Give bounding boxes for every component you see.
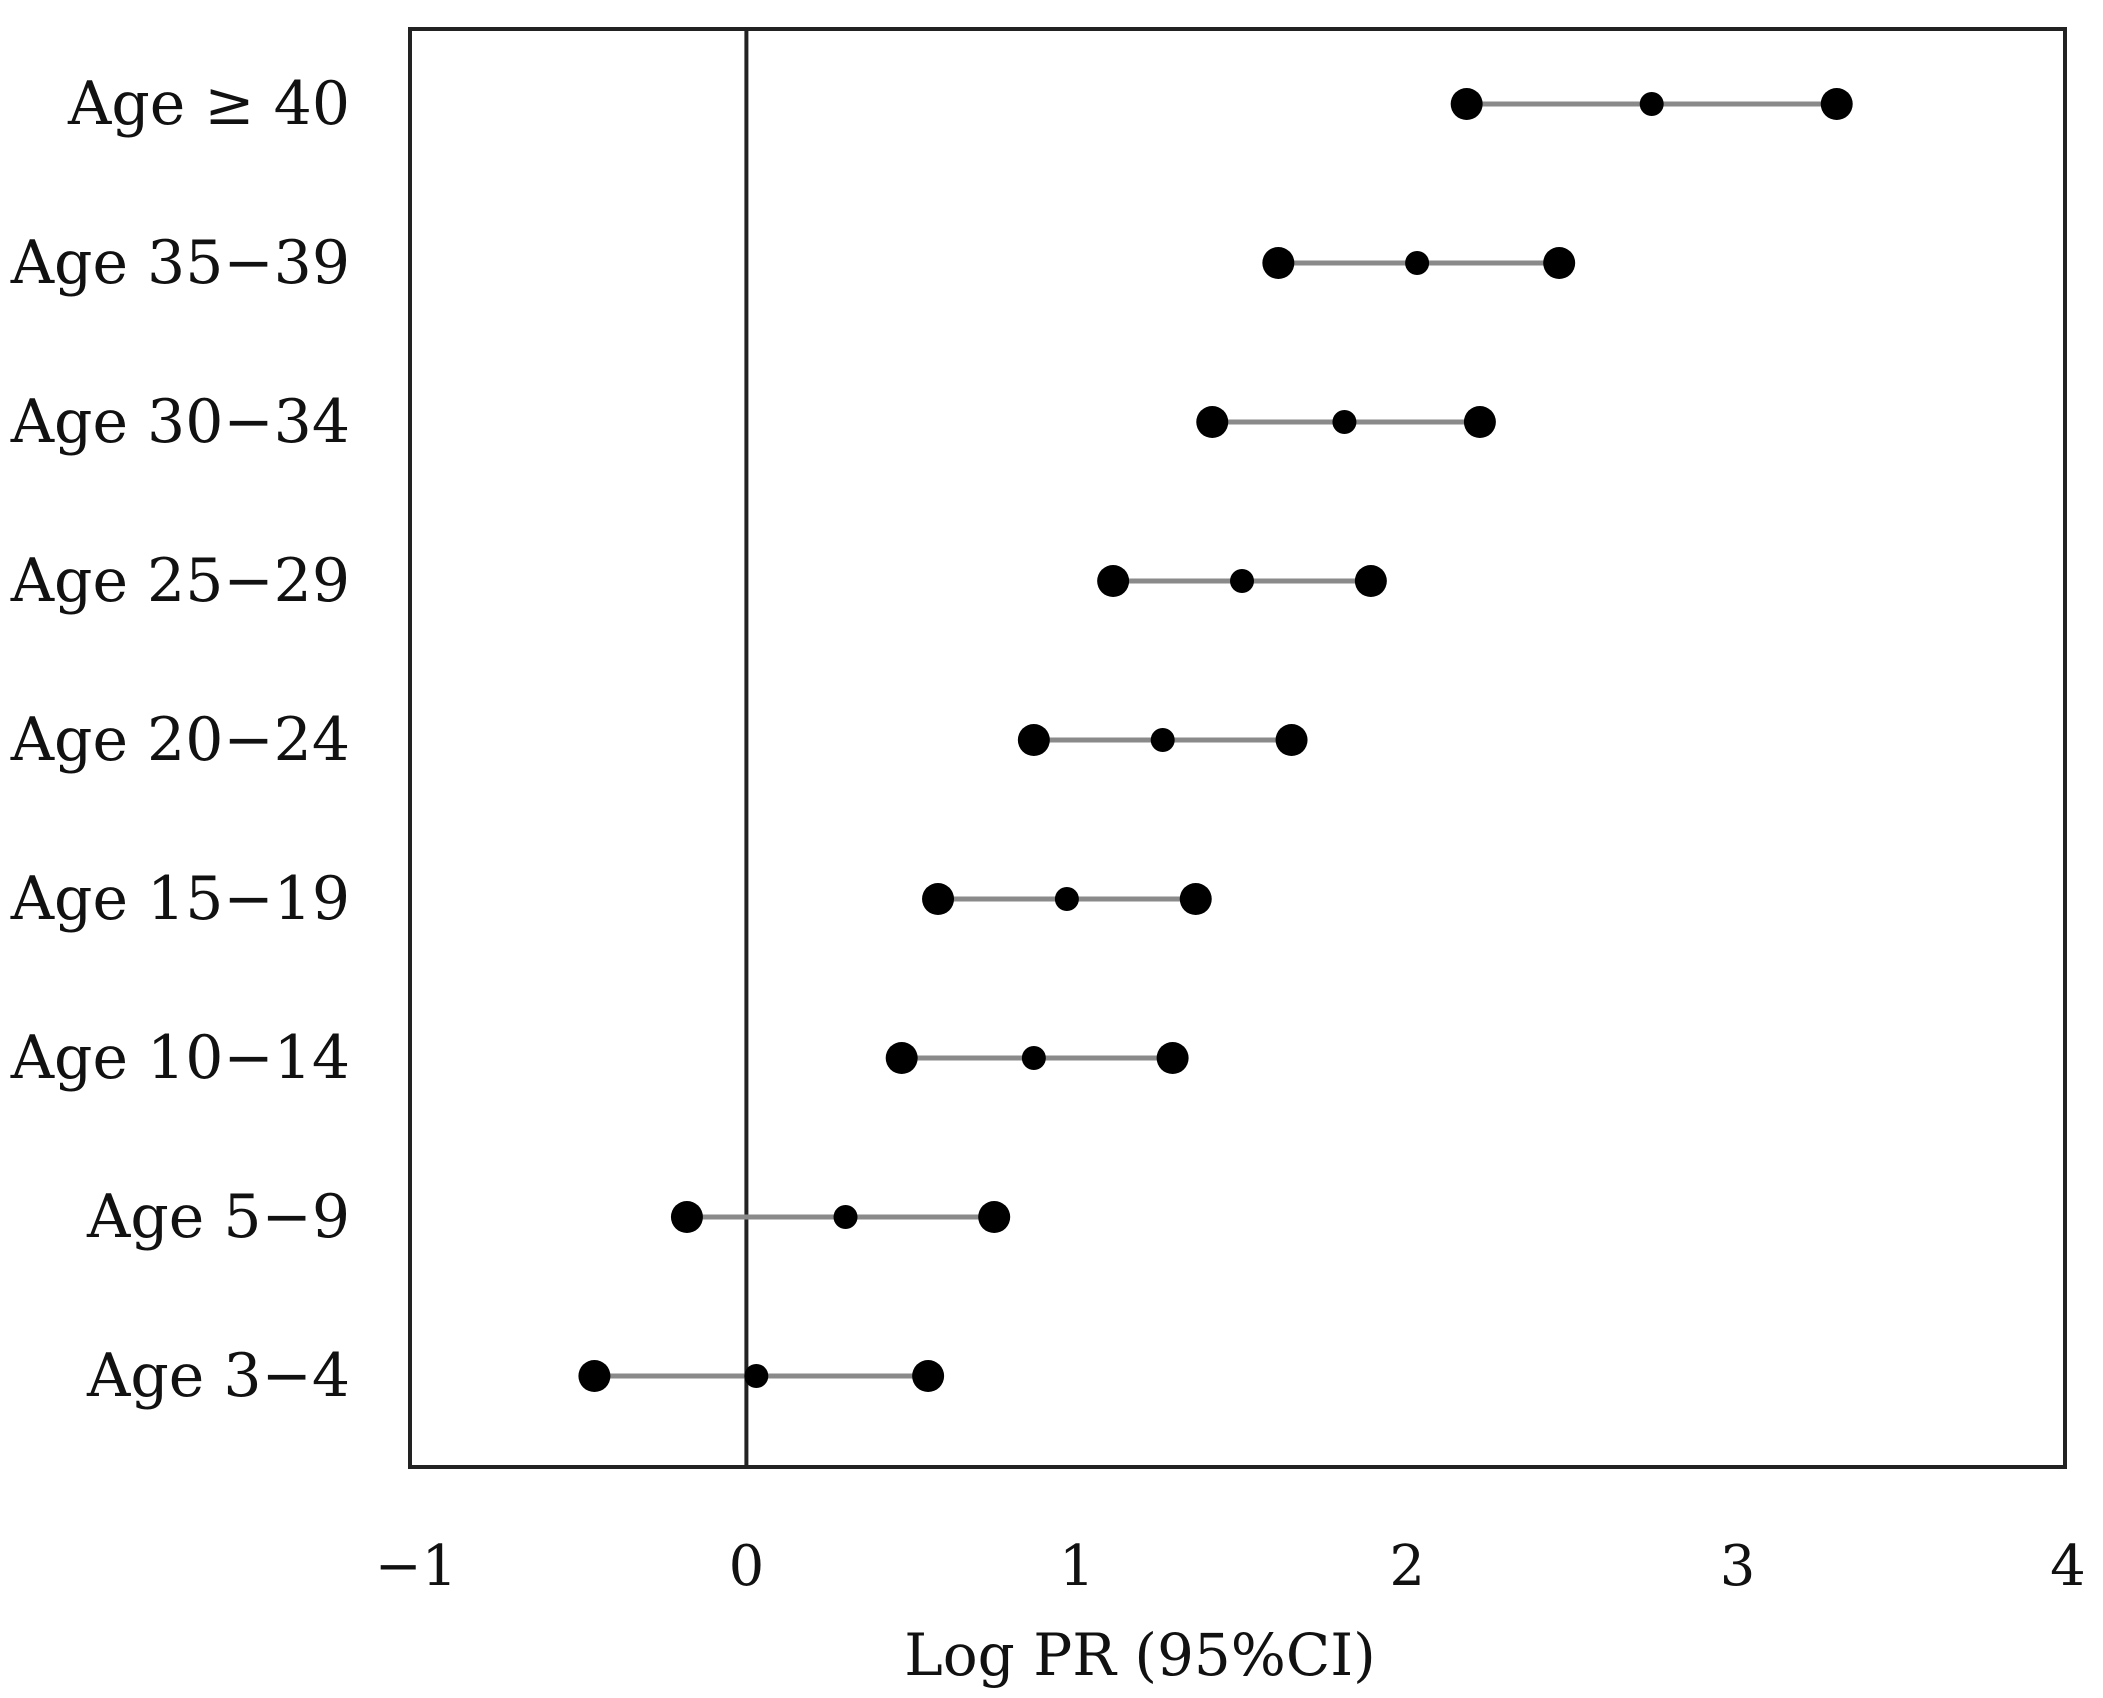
x-axis-ticks: −1 0 1 2 3 4 [375, 1534, 2086, 1599]
forest-row: Age 20−24 [10, 705, 1308, 775]
ci-lower-point [1450, 88, 1483, 120]
ci-upper-point [1820, 88, 1853, 120]
ci-lower-point [1196, 406, 1229, 438]
ci-lower-point [922, 883, 955, 915]
estimate-point [744, 1364, 769, 1388]
ci-upper-point [1179, 883, 1212, 915]
ci-upper-point [1354, 565, 1387, 597]
estimate-point [1332, 410, 1357, 434]
x-tick-label: 4 [2050, 1534, 2086, 1599]
row-label: Age 30−34 [10, 387, 350, 457]
estimate-point [1054, 887, 1079, 911]
x-tick-label: −1 [375, 1534, 458, 1599]
forest-row: Age 25−29 [10, 546, 1387, 616]
plot-frame [408, 27, 2067, 1469]
row-label: Age 3−4 [86, 1341, 350, 1411]
estimate-point [1230, 569, 1254, 593]
x-tick-label: 3 [1720, 1534, 1756, 1599]
ci-lower-point [670, 1201, 703, 1233]
row-label: Age 5−9 [86, 1182, 350, 1252]
ci-upper-point [1463, 406, 1496, 438]
forest-row: Age 3−4 [86, 1341, 945, 1411]
estimate-point [1150, 728, 1175, 752]
ci-upper-point [1156, 1042, 1189, 1074]
x-tick-label: 0 [729, 1534, 765, 1599]
row-label: Age 15−19 [10, 864, 350, 934]
estimate-point [1021, 1046, 1046, 1070]
estimate-point [1639, 92, 1664, 116]
x-tick-label: 2 [1389, 1534, 1425, 1599]
row-label: Age ≥ 40 [67, 69, 350, 139]
estimate-point [1405, 251, 1430, 275]
ci-lower-point [1097, 565, 1130, 597]
ci-lower-point [1017, 724, 1050, 756]
ci-upper-point [912, 1360, 945, 1392]
ci-lower-point [1262, 247, 1295, 279]
row-label: Age 10−14 [10, 1023, 350, 1093]
ci-upper-point [978, 1201, 1011, 1233]
forest-row: Age 10−14 [10, 1023, 1189, 1093]
row-label: Age 25−29 [10, 546, 350, 616]
ci-lower-point [885, 1042, 918, 1074]
forest-row: Age 35−39 [10, 228, 1576, 298]
forest-row: Age 5−9 [86, 1182, 1011, 1252]
forest-row: Age 15−19 [10, 864, 1212, 934]
x-axis-title: Log PR (95%CI) [904, 1621, 1376, 1689]
forest-row: Age 30−34 [10, 387, 1496, 457]
rows-layer: Age ≥ 40 Age 35−39 Age 30−34 Age 25−29 Age 2… [10, 69, 1853, 1411]
estimate-point [833, 1205, 858, 1229]
forest-row: Age ≥ 40 [67, 69, 1853, 139]
row-label: Age 20−24 [10, 705, 350, 775]
x-tick-label: 1 [1059, 1534, 1095, 1599]
ci-upper-point [1275, 724, 1308, 756]
ci-upper-point [1543, 247, 1576, 279]
row-label: Age 35−39 [10, 228, 350, 298]
ci-lower-point [578, 1360, 611, 1392]
